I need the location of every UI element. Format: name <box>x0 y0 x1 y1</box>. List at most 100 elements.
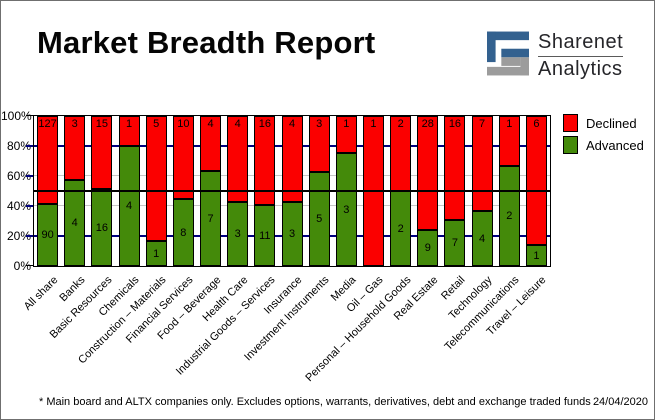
bar-segment-advanced <box>525 245 547 266</box>
y-tick-label-80: 80% <box>6 139 31 153</box>
report-date: 24/04/2020 <box>592 396 648 408</box>
x-axis-label: All share <box>21 274 61 313</box>
bar-segment-advanced <box>227 202 249 266</box>
y-tick-mark-60 <box>26 175 34 177</box>
bar-column: 16 11 <box>254 116 276 266</box>
bar-segment-declined <box>335 116 357 153</box>
advanced-value-label: 2 <box>397 222 404 235</box>
y-tick-mark-20 <box>26 235 34 237</box>
y-tick-mark-0 <box>26 265 34 266</box>
y-tick-label-60: 60% <box>6 169 31 183</box>
y-tick-mark-100 <box>26 115 34 116</box>
declined-value-label: 16 <box>258 118 271 130</box>
bar-segment-declined <box>444 116 466 220</box>
bar-segment-advanced <box>118 146 140 266</box>
advanced-value-label: 7 <box>207 212 214 225</box>
bar-column: 127 90 <box>37 116 59 266</box>
y-tick-mark-80 <box>26 145 34 147</box>
bar-segment-advanced <box>91 189 113 266</box>
declined-value-label: 16 <box>448 118 462 130</box>
footnote: * Main board and ALTX companies only. Ex… <box>39 396 591 408</box>
bar-segment-advanced <box>308 172 330 266</box>
bar-column: 16 7 <box>444 116 466 266</box>
bar-segment-declined <box>525 116 547 245</box>
declined-value-label: 3 <box>316 118 323 130</box>
bar-segment-declined <box>145 116 167 241</box>
bar-segment-declined <box>118 116 140 146</box>
logo-subtitle: Analytics <box>538 58 623 80</box>
declined-value-label: 6 <box>533 118 540 130</box>
declined-value-label: 1 <box>506 118 513 130</box>
y-tick-label-20: 20% <box>6 229 31 243</box>
legend-item-advanced: Advanced <box>563 136 644 154</box>
advanced-value-label: 2 <box>506 210 513 222</box>
logo-name: Sharenet <box>538 32 624 57</box>
advanced-value-label: 4 <box>71 217 78 229</box>
sharenet-logo: Sharenet Analytics <box>487 31 624 80</box>
bar-segment-advanced <box>145 241 167 266</box>
declined-value-label: 10 <box>177 118 190 130</box>
advanced-value-label: 3 <box>288 228 296 240</box>
advanced-value-label: 8 <box>180 226 187 239</box>
chart-legend: Declined Advanced <box>563 114 644 158</box>
bar-segment-advanced <box>471 211 493 266</box>
y-tick-label-100: 100% <box>1 109 32 123</box>
advanced-value-label: 9 <box>424 242 431 254</box>
bar-segment-declined <box>227 116 249 202</box>
bar-segment-declined <box>308 116 330 172</box>
y-tick-label-40: 40% <box>6 199 31 213</box>
bar-segment-declined <box>417 116 439 230</box>
declined-value-label: 4 <box>234 118 241 130</box>
page-title: Market Breadth Report <box>37 25 376 60</box>
declined-color-swatch <box>563 114 578 132</box>
declined-value-label: 1 <box>370 118 377 130</box>
bar-segment-declined <box>91 116 113 189</box>
bar-segment-advanced <box>281 202 303 266</box>
bar-column: 15 16 <box>91 116 113 266</box>
sharenet-logo-icon <box>487 31 529 76</box>
declined-value-label: 3 <box>71 118 78 130</box>
bar-segment-advanced <box>172 199 194 266</box>
legend-label-advanced: Advanced <box>586 137 644 153</box>
advanced-value-label: 90 <box>41 229 54 241</box>
bar-segment-declined <box>281 116 303 202</box>
advanced-value-label: 4 <box>479 232 486 245</box>
declined-value-label: 4 <box>207 118 214 130</box>
bar-segment-advanced <box>200 171 222 266</box>
declined-value-label: 2 <box>397 118 404 130</box>
advanced-value-label: 3 <box>343 203 350 216</box>
declined-value-label: 127 <box>38 118 57 130</box>
declined-value-label: 4 <box>288 118 296 130</box>
bar-segment-declined <box>254 116 276 205</box>
y-tick-mark-40 <box>26 205 34 207</box>
bar-segment-declined <box>64 116 86 180</box>
declined-value-label: 5 <box>153 118 160 130</box>
bar-segment-advanced <box>64 180 86 266</box>
bar-column: 28 9 <box>417 116 439 266</box>
logo-text: Sharenet Analytics <box>538 31 624 80</box>
bar-segment-declined <box>471 116 493 211</box>
advanced-value-label: 1 <box>153 247 160 260</box>
advanced-value-label: 5 <box>316 213 323 225</box>
legend-item-declined: Declined <box>563 114 644 132</box>
declined-value-label: 7 <box>479 118 486 130</box>
bar-segment-advanced <box>254 205 276 266</box>
bar-segment-advanced <box>444 220 466 266</box>
bar-segment-advanced <box>417 230 439 266</box>
declined-value-label: 1 <box>125 118 133 130</box>
legend-label-declined: Declined <box>586 115 637 131</box>
bar-segment-advanced <box>335 153 357 266</box>
